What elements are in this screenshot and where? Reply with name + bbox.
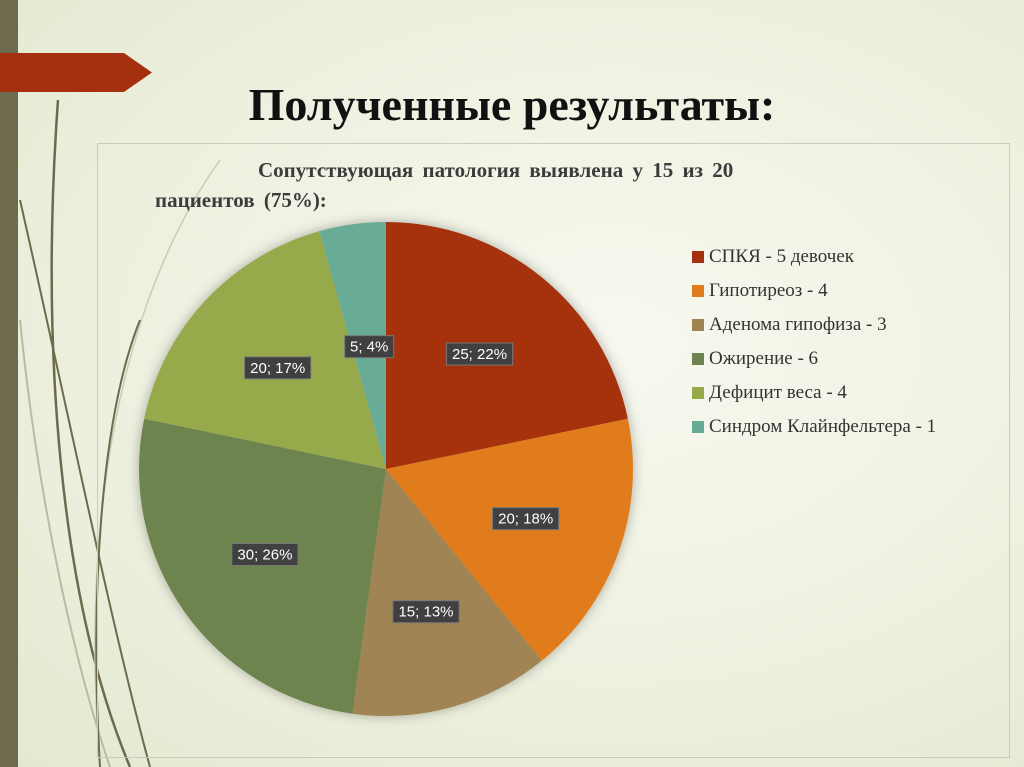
legend-label: Синдром Клайнфельтера - 1 — [709, 416, 937, 437]
svg-text:30; 26%: 30; 26% — [237, 546, 292, 563]
slide-title: Полученные результаты: — [248, 79, 776, 130]
arrow-accent — [0, 53, 152, 92]
pie-slice-3 — [139, 418, 386, 714]
subtitle-line-2: пациентов (75%): — [155, 188, 327, 212]
legend-label: СПКЯ - 5 девочек — [709, 246, 854, 267]
chart-area — [97, 143, 1010, 758]
legend-item: Аденома гипофиза - 3 — [692, 308, 936, 342]
data-label-1: 20; 18% — [492, 507, 560, 531]
svg-text:5; 4%: 5; 4% — [350, 339, 388, 356]
legend-item: Ожирение - 6 — [692, 342, 936, 376]
legend-item: СПКЯ - 5 девочек — [692, 240, 936, 274]
svg-text:25; 22%: 25; 22% — [452, 346, 507, 363]
legend-swatch — [692, 319, 704, 331]
svg-text:20; 17%: 20; 17% — [250, 360, 305, 377]
legend-label: Гипотиреоз - 4 — [709, 280, 828, 301]
data-label-0: 25; 22% — [445, 342, 514, 366]
chart-legend: СПКЯ - 5 девочек Гипотиреоз - 4 Аденома ги… — [692, 240, 936, 444]
legend-swatch — [692, 251, 704, 263]
legend-label: Дефицит веса - 4 — [709, 382, 847, 403]
svg-text:20; 18%: 20; 18% — [498, 511, 553, 528]
pie-slice-4 — [144, 231, 386, 469]
subtitle-line-1: Сопутствующая патология выявлена у 15 из… — [258, 158, 734, 182]
legend-label: Ожирение - 6 — [709, 348, 819, 369]
pie-slice-1 — [386, 418, 633, 661]
legend-item: Синдром Клайнфельтера - 1 — [692, 410, 936, 444]
data-label-4: 20; 17% — [244, 356, 312, 380]
data-label-3: 30; 26% — [231, 542, 299, 566]
legend-label: Аденома гипофиза - 3 — [709, 314, 887, 335]
left-accent-bar — [0, 0, 18, 767]
data-label-5: 5; 4% — [344, 335, 395, 359]
legend-swatch — [692, 285, 704, 297]
legend-swatch — [692, 387, 704, 399]
legend-swatch — [692, 353, 704, 365]
legend-item: Гипотиреоз - 4 — [692, 274, 936, 308]
legend-swatch — [692, 421, 704, 433]
legend-item: Дефицит веса - 4 — [692, 376, 936, 410]
pie-slice-2 — [352, 469, 542, 717]
chart-subtitle: Сопутствующая патология выявлена у 15 из… — [155, 155, 885, 215]
svg-text:15; 13%: 15; 13% — [398, 604, 453, 621]
data-label-2: 15; 13% — [392, 600, 460, 624]
